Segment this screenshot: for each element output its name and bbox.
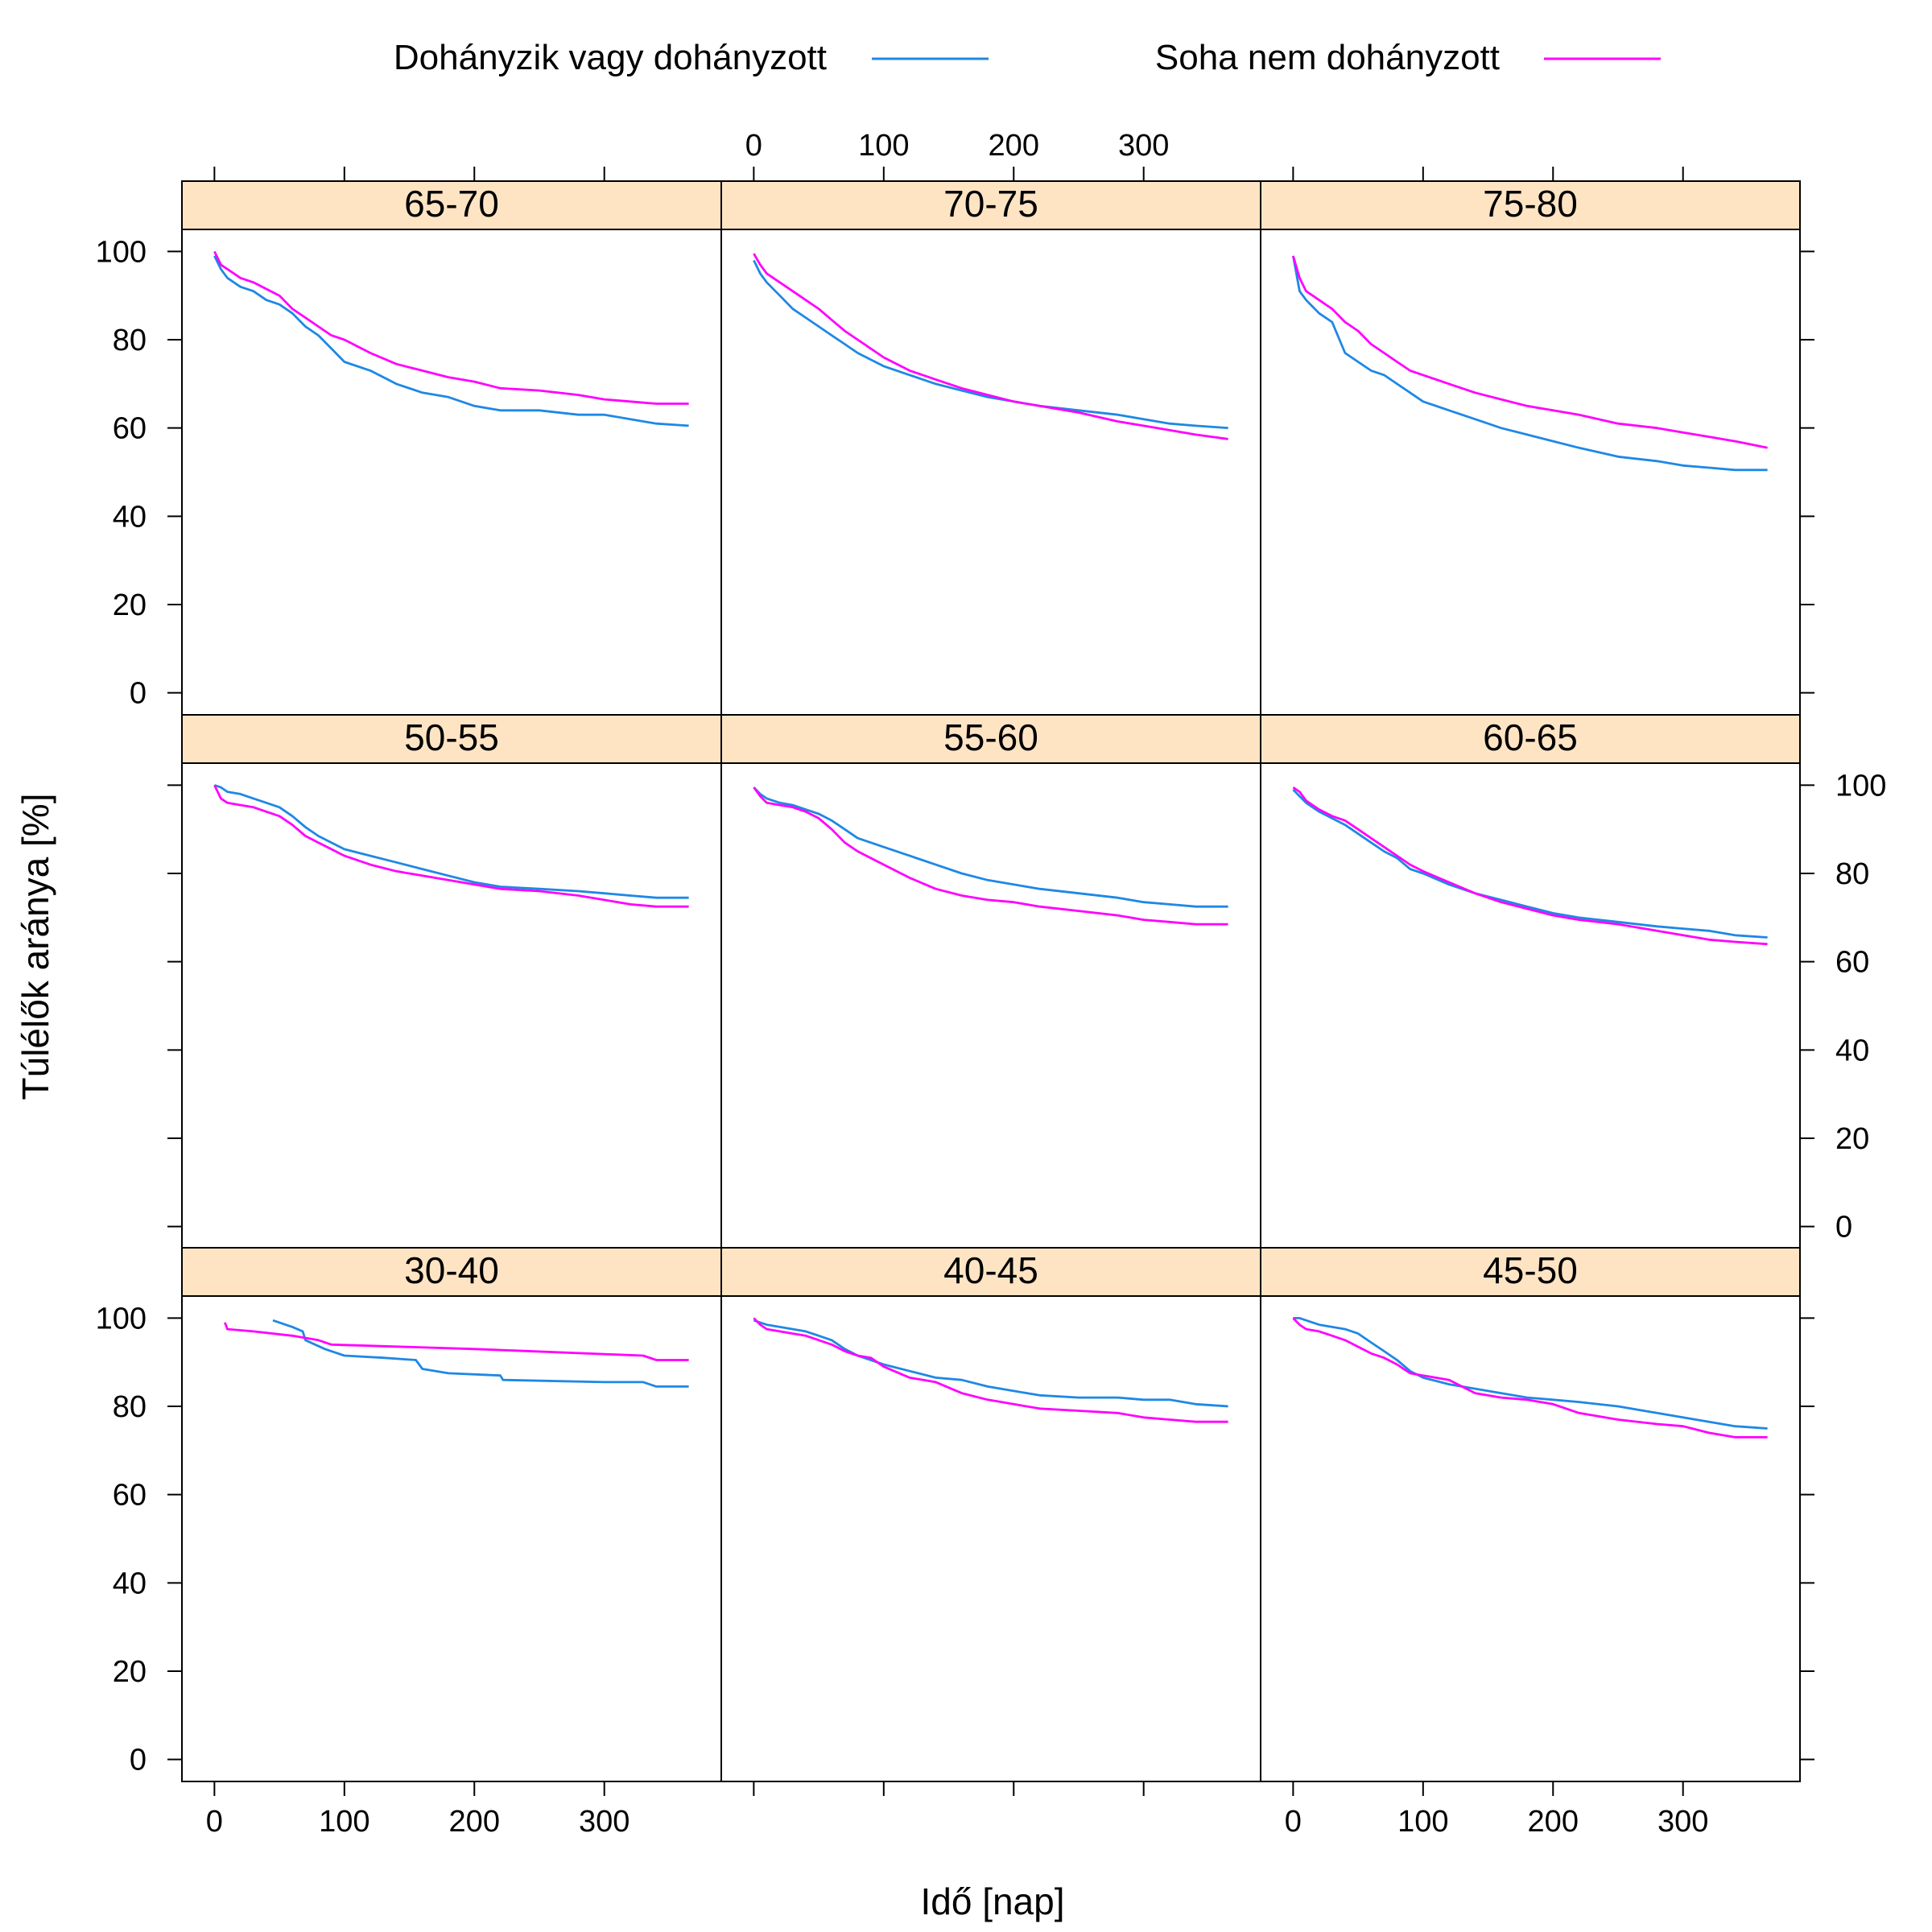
y-tick-label-right: 20 — [1835, 1122, 1869, 1156]
series-line-Dohányzik vagy dohányzott — [272, 1319, 689, 1388]
strip-60-65 — [1260, 714, 1801, 764]
strip-70-75 — [720, 180, 1261, 230]
strip-label: 60-65 — [1483, 716, 1578, 758]
y-tick-label: 60 — [113, 1479, 147, 1513]
legend: Dohányzik vagy dohányzott Soha nem dohán… — [394, 38, 1661, 77]
series-line-Dohányzik vagy dohányzott — [213, 784, 689, 899]
strip-label: 40-45 — [943, 1249, 1038, 1291]
series-line-Soha nem dohányzott — [213, 250, 689, 405]
plot-area — [181, 1295, 722, 1782]
y-tick-label: 60 — [113, 412, 147, 446]
y-tick-label: 80 — [113, 1390, 147, 1424]
x-tick-label-top: 0 — [745, 129, 762, 163]
series-line-Dohányzik vagy dohányzott — [753, 786, 1228, 908]
strip-label: 70-75 — [943, 183, 1038, 225]
plot-area — [720, 762, 1261, 1249]
series-line-Dohányzik vagy dohányzott — [213, 255, 689, 427]
plot-area — [181, 762, 722, 1249]
strip-40-45 — [720, 1247, 1261, 1297]
legend-label-never-smokers: Soha nem dohányzott — [1155, 38, 1500, 77]
legend-label-smokers: Dohányzik vagy dohányzott — [394, 38, 827, 77]
strip-label: 75-80 — [1483, 183, 1578, 225]
y-axis-label: Túlélők aránya [%] — [14, 794, 56, 1100]
x-tick-label: 100 — [319, 1805, 369, 1839]
series-line-Soha nem dohányzott — [1292, 255, 1768, 449]
x-tick-label: 0 — [206, 1805, 223, 1839]
x-tick-label-top: 100 — [858, 129, 909, 163]
panel-75-80: 75-80 — [1260, 180, 1801, 716]
x-tick-label: 200 — [449, 1805, 500, 1839]
series-line-Soha nem dohányzott — [223, 1322, 689, 1361]
plot-area — [720, 229, 1261, 716]
strip-label: 55-60 — [943, 716, 1038, 758]
series-line-Soha nem dohányzott — [1292, 786, 1768, 946]
series-line-Soha nem dohányzott — [1292, 1317, 1768, 1439]
y-tick-label: 80 — [113, 324, 147, 357]
strip-label: 50-55 — [404, 716, 499, 758]
series-line-Dohányzik vagy dohányzott — [753, 259, 1228, 430]
series-line-Dohányzik vagy dohányzott — [1292, 788, 1768, 939]
series-line-Soha nem dohányzott — [753, 253, 1228, 440]
panel-50-55: 50-55 — [181, 714, 722, 1249]
y-tick-label-right: 40 — [1835, 1034, 1869, 1067]
panel-45-50: 45-50 — [1260, 1247, 1801, 1782]
plot-area — [1260, 1295, 1801, 1782]
y-tick-label-right: 60 — [1835, 946, 1869, 980]
x-tick-label: 300 — [1657, 1805, 1708, 1839]
x-tick-label: 300 — [579, 1805, 630, 1839]
strip-label: 65-70 — [404, 183, 499, 225]
series-line-Dohányzik vagy dohányzott — [1292, 255, 1768, 472]
strip-label: 45-50 — [1483, 1249, 1578, 1291]
x-axis-label: Idő [nap] — [920, 1880, 1064, 1922]
plot-area — [1260, 229, 1801, 716]
panel-40-45: 40-45 — [720, 1247, 1261, 1782]
plot-area — [720, 1295, 1261, 1782]
panel-30-40: 30-40 — [181, 1247, 722, 1782]
y-tick-label-right: 0 — [1835, 1211, 1852, 1245]
y-tick-label: 100 — [96, 1302, 147, 1335]
x-tick-label: 100 — [1397, 1805, 1448, 1839]
panel-70-75: 70-75 — [720, 180, 1261, 716]
y-tick-label: 40 — [113, 1567, 147, 1600]
series-line-Soha nem dohányzott — [753, 786, 1228, 926]
strip-label: 30-40 — [404, 1249, 499, 1291]
y-tick-label: 40 — [113, 500, 147, 534]
x-tick-label-top: 200 — [989, 129, 1039, 163]
x-tick-label-top: 300 — [1118, 129, 1169, 163]
panel-65-70: 65-70 — [181, 180, 722, 716]
y-tick-label: 0 — [130, 1744, 147, 1777]
series-line-Dohányzik vagy dohányzott — [753, 1319, 1228, 1408]
series-line-Dohányzik vagy dohányzott — [1293, 1317, 1768, 1430]
y-tick-label: 100 — [96, 235, 147, 269]
y-tick-label: 20 — [113, 588, 147, 622]
plot-area — [181, 229, 722, 716]
panel-55-60: 55-60 — [720, 714, 1261, 1249]
y-tick-label: 0 — [130, 677, 147, 711]
y-tick-label-right: 80 — [1835, 857, 1869, 891]
strip-75-80 — [1260, 180, 1801, 230]
strip-65-70 — [181, 180, 722, 230]
strip-30-40 — [181, 1247, 722, 1297]
panel-60-65: 60-65 — [1260, 714, 1801, 1249]
series-line-Soha nem dohányzott — [213, 784, 689, 908]
plot-area — [1260, 762, 1801, 1249]
x-tick-label: 0 — [1285, 1805, 1302, 1839]
y-tick-label-right: 100 — [1835, 769, 1886, 803]
y-tick-label: 20 — [113, 1655, 147, 1689]
panels: 65-70 70-75 75-80 50-55 55-60 60-65 30-40 40-45… — [181, 180, 1801, 1782]
series-line-Soha nem dohányzott — [753, 1317, 1228, 1423]
strip-55-60 — [720, 714, 1261, 764]
x-tick-label: 200 — [1528, 1805, 1579, 1839]
